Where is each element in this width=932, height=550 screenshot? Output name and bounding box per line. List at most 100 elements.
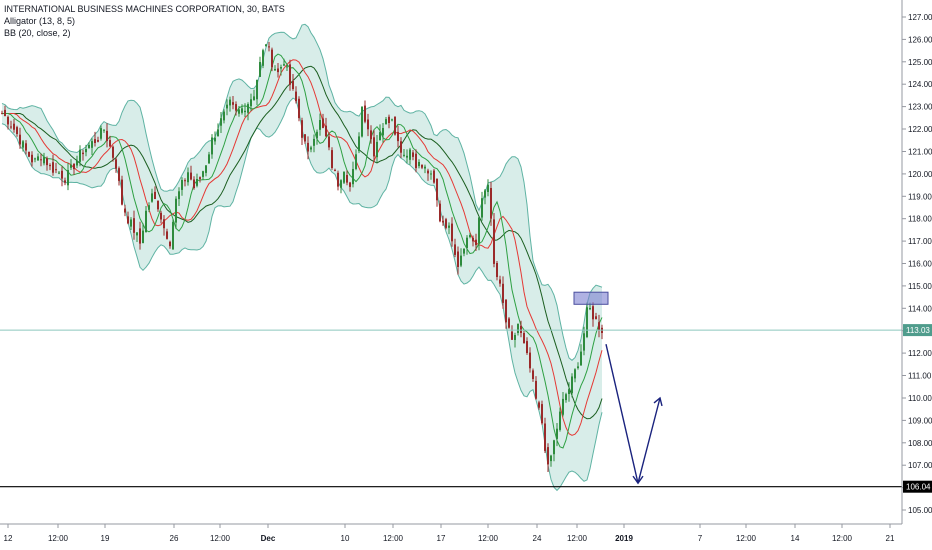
- bb-upper-band: [1, 23, 603, 361]
- candle-body: [352, 169, 354, 185]
- candle-body: [151, 193, 153, 202]
- candle-body: [187, 172, 189, 183]
- candle-body: [205, 165, 207, 173]
- candle-body: [292, 81, 294, 89]
- y-tick-label: 114.00: [908, 304, 932, 313]
- x-tick-label: 12:00: [736, 534, 757, 543]
- y-tick-label: 118.00: [908, 215, 932, 224]
- x-axis[interactable]: 12 12:00 19 26 12:00 Dec 10 12:00 17 12:00 24 12:00…: [0, 523, 902, 543]
- candle-body: [364, 105, 366, 122]
- candle-body: [277, 68, 279, 73]
- candle-body: [355, 154, 357, 169]
- candle-body: [313, 138, 315, 146]
- candle-body: [76, 160, 78, 166]
- candle-body: [460, 255, 462, 266]
- candle-body: [304, 134, 306, 142]
- candle-body: [226, 104, 228, 109]
- candle-body: [100, 128, 102, 139]
- candle-body: [148, 205, 150, 210]
- candle-body: [559, 411, 561, 430]
- candle-body: [490, 188, 492, 219]
- alligator-legend[interactable]: Alligator (13, 8, 5): [4, 16, 76, 26]
- candle-body: [214, 137, 216, 142]
- x-tick-label: 12:00: [48, 534, 69, 543]
- candle-body: [544, 423, 546, 451]
- candle-body: [250, 99, 252, 107]
- candle-body: [172, 221, 174, 250]
- candle-body: [127, 216, 129, 224]
- candle-body: [325, 125, 327, 137]
- y-tick-label: 112.00: [908, 349, 932, 358]
- candle-body: [217, 129, 219, 137]
- candle-body: [22, 141, 24, 148]
- candle-body: [301, 120, 303, 138]
- candle-body: [436, 178, 438, 201]
- candle-body: [265, 44, 267, 47]
- candle-body: [136, 232, 138, 236]
- candle-body: [307, 142, 309, 152]
- candle-body: [475, 239, 477, 246]
- candle-body: [445, 219, 447, 228]
- candle-body: [157, 201, 159, 210]
- candle-body: [550, 455, 552, 462]
- candle-body: [418, 162, 420, 167]
- candle-body: [529, 352, 531, 369]
- candle-body: [235, 104, 237, 111]
- alligator-lines: [2, 53, 603, 449]
- y-tick-label: 121.00: [908, 148, 932, 157]
- candle-body: [508, 318, 510, 328]
- candle-body: [400, 141, 402, 153]
- candle-body: [370, 130, 372, 140]
- candle-body: [91, 141, 93, 148]
- candle-body: [88, 145, 90, 149]
- y-tick-label: 108.00: [908, 439, 932, 448]
- candle-body: [328, 136, 330, 148]
- candle-body: [40, 159, 42, 161]
- candle-body: [229, 99, 231, 106]
- y-axis[interactable]: 105.00106.00107.00108.00109.00110.00111.…: [901, 0, 932, 524]
- candle-body: [289, 64, 291, 85]
- candle-body: [280, 67, 282, 69]
- candle-body: [547, 447, 549, 465]
- candle-body: [586, 307, 588, 337]
- bb-legend[interactable]: BB (20, close, 2): [4, 28, 71, 38]
- candle-body: [319, 120, 321, 130]
- symbol-title[interactable]: INTERNATIONAL BUSINESS MACHINES CORPORAT…: [4, 4, 285, 14]
- candle-body: [55, 169, 57, 171]
- candle-body: [34, 158, 36, 160]
- candle-body: [283, 64, 285, 66]
- candle-body: [268, 46, 270, 48]
- x-tick-label: 12: [4, 534, 13, 543]
- candle-body: [124, 208, 126, 213]
- candle-body: [580, 351, 582, 366]
- candle-body: [286, 66, 288, 68]
- candle-body: [505, 299, 507, 323]
- candle-body: [394, 117, 396, 135]
- candle-body: [193, 179, 195, 188]
- x-tick-label: 12:00: [478, 534, 499, 543]
- candle-body: [85, 149, 87, 153]
- candle-body: [118, 168, 120, 181]
- y-tick-label: 110.00: [908, 394, 932, 403]
- candle-body: [496, 263, 498, 277]
- candle-body: [388, 116, 390, 123]
- candle-body: [130, 219, 132, 227]
- candle-body: [469, 235, 471, 238]
- candle-body: [349, 182, 351, 187]
- arrowhead-down: [632, 475, 644, 485]
- candle-body: [109, 140, 111, 147]
- x-tick-label: 17: [437, 534, 446, 543]
- candle-body: [454, 244, 456, 255]
- candle-body: [139, 228, 141, 244]
- candle-body: [145, 210, 147, 233]
- candles: [1, 42, 603, 472]
- candle-body: [430, 173, 432, 175]
- candle-body: [472, 237, 474, 242]
- candle-body: [565, 394, 567, 401]
- price-lines: [0, 329, 902, 488]
- x-tick-label: 12:00: [383, 534, 404, 543]
- current-price-tag-bg: [903, 324, 932, 337]
- candle-body: [82, 152, 84, 155]
- candle-body: [589, 308, 591, 310]
